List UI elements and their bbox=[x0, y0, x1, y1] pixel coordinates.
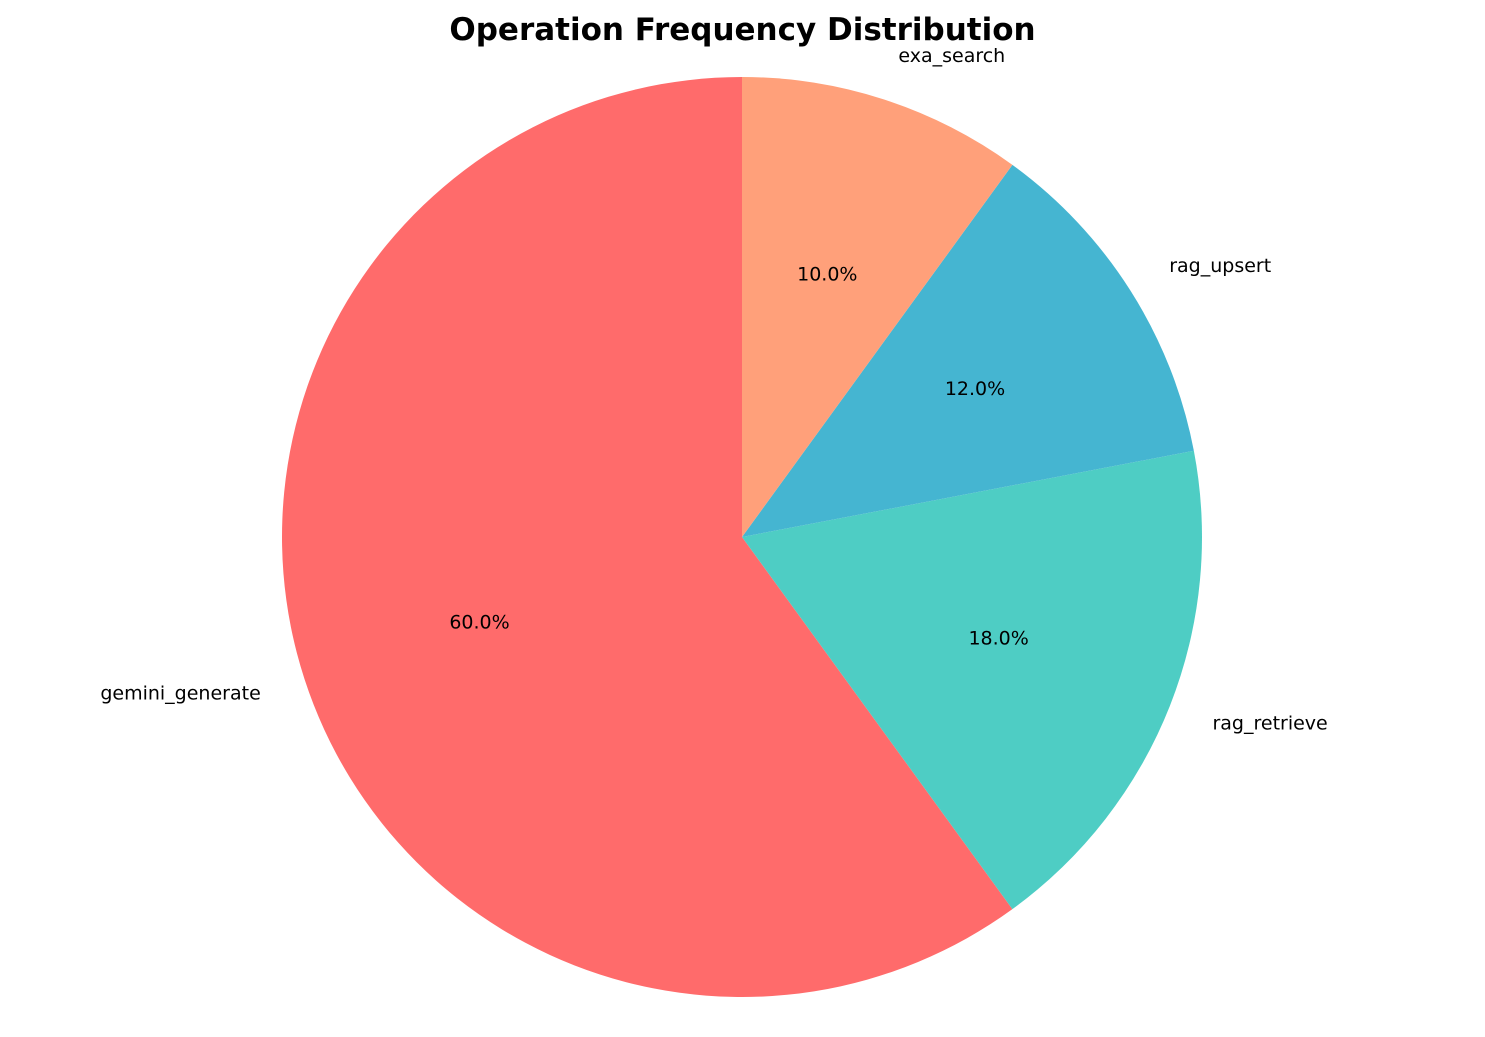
chart-title: Operation Frequency Distribution bbox=[449, 12, 1036, 48]
slice-percent-label-exa-search: 10.0% bbox=[797, 264, 857, 286]
slice-percent-label-rag-retrieve: 18.0% bbox=[968, 628, 1028, 650]
pie-slice-exa-search bbox=[742, 77, 1013, 537]
pie-labels: 60.0% gemini_generate 18.0% rag_retrieve 12.… bbox=[100, 45, 1327, 735]
slice-label-gemini-generate: gemini_generate bbox=[100, 682, 260, 704]
pie-slice-gemini-generate bbox=[282, 77, 1013, 998]
slice-label-rag-upsert: rag_upsert bbox=[1169, 255, 1271, 277]
slice-percent-label-gemini-generate: 60.0% bbox=[449, 611, 509, 633]
slice-label-rag-retrieve: rag_retrieve bbox=[1212, 712, 1327, 734]
slice-percent-label-rag-upsert: 12.0% bbox=[945, 378, 1005, 400]
pie-slice-rag-retrieve bbox=[742, 450, 1202, 910]
pie-slice-rag-upsert bbox=[742, 164, 1194, 537]
slice-label-exa-search: exa_search bbox=[898, 45, 1005, 67]
pie-slices bbox=[282, 77, 1202, 998]
